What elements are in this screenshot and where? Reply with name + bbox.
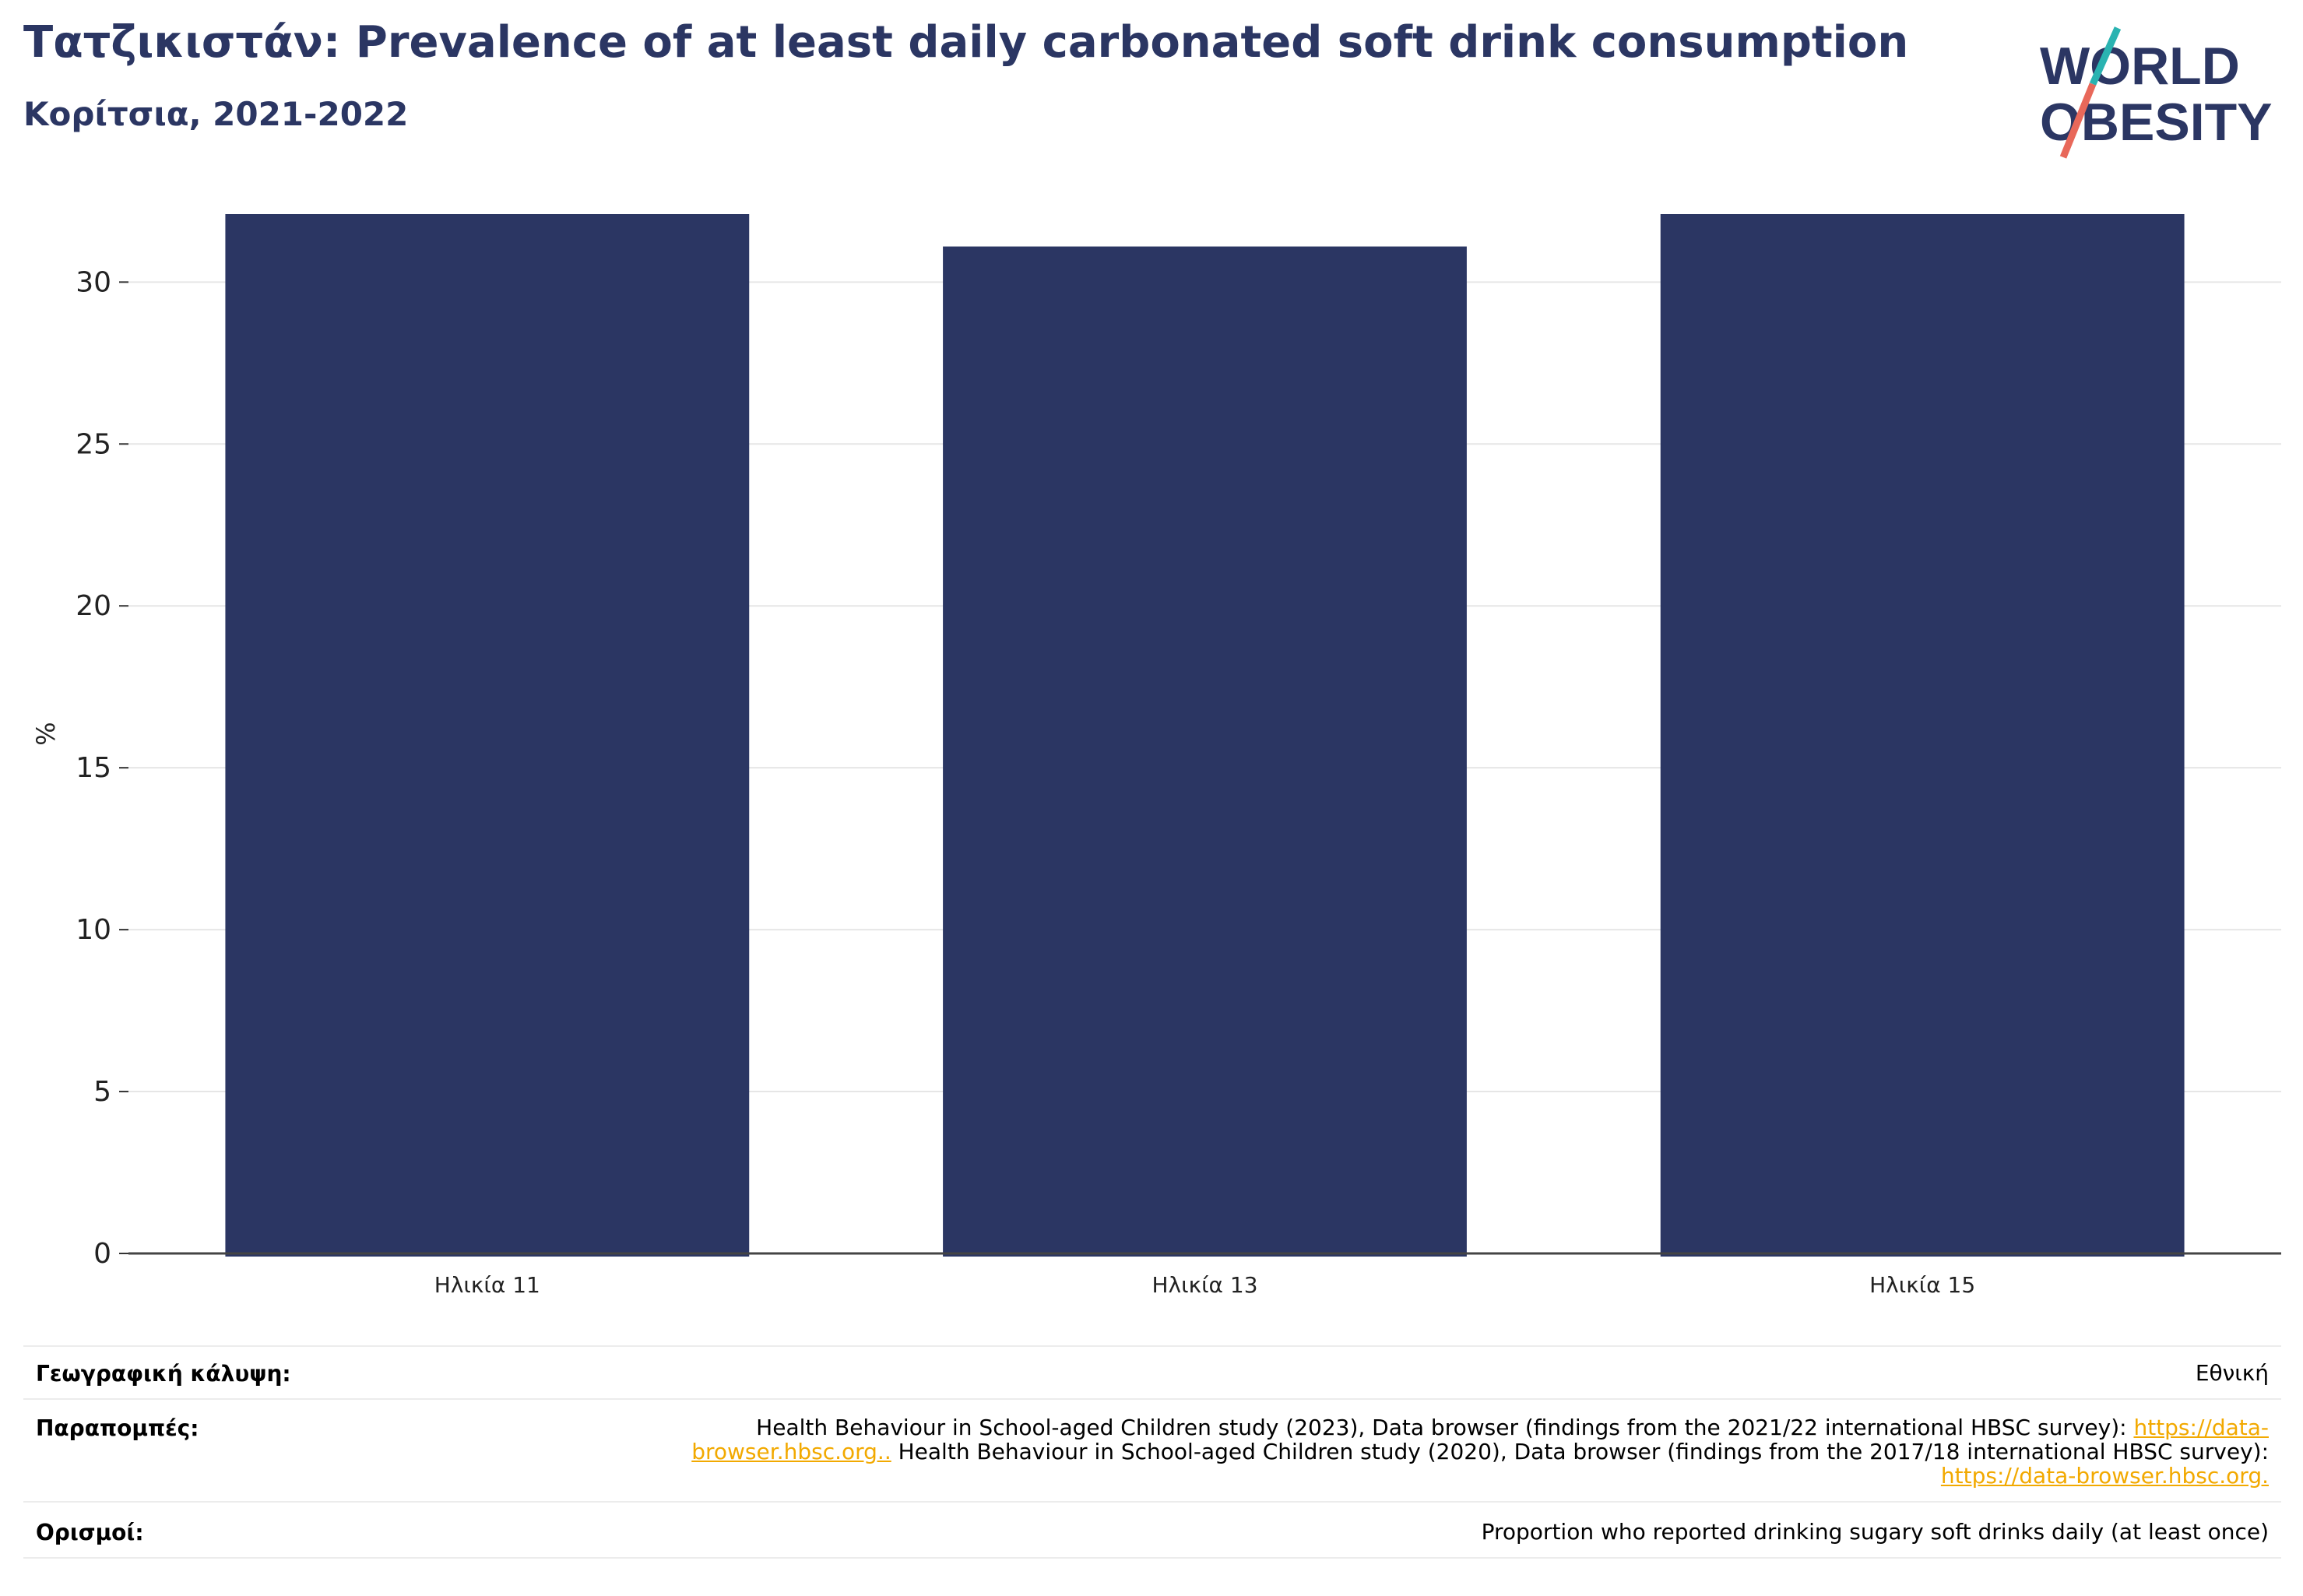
- chart-subtitle: Κορίτσια, 2021-2022: [23, 95, 409, 133]
- coverage-label: Γεωγραφική κάλυψη:: [36, 1361, 291, 1387]
- footer-divider: [23, 1501, 2281, 1503]
- y-tick-label: 20: [76, 590, 111, 622]
- reference-text-1: Health Behaviour in School-aged Children…: [756, 1415, 2134, 1440]
- references-label: Παραπομπές:: [36, 1415, 199, 1441]
- x-tick-label: Ηλικία 11: [434, 1272, 540, 1298]
- x-tick-label: Ηλικία 13: [1152, 1272, 1257, 1298]
- bar-chart: 0 5 10 15 20 25 30% Ηλικία 11 Ηλικία 13 Ηλικία 15: [31, 214, 2281, 1298]
- y-tick-label: 0: [93, 1238, 111, 1270]
- footer-divider: [23, 1345, 2281, 1347]
- y-tick-label: 10: [76, 914, 111, 946]
- references-value: Health Behaviour in School-aged Children…: [634, 1415, 2269, 1488]
- bar: [943, 246, 1467, 1257]
- logo-slash-teal: [2089, 26, 2122, 86]
- y-tick-label: 25: [76, 428, 111, 460]
- reference-link-1[interactable]: https://data-browser.hbsc.org..: [691, 1415, 2269, 1464]
- chart-title: Τατζικιστάν: Prevalence of at least dail…: [23, 17, 1909, 68]
- footer-divider: [23, 1398, 2281, 1400]
- bar: [1660, 214, 2185, 1257]
- definitions-label: Ορισμοί:: [36, 1520, 144, 1545]
- logo-slash-coral: [2059, 83, 2097, 159]
- coverage-value: Εθνική: [2195, 1360, 2269, 1386]
- y-tick-label: 30: [76, 266, 111, 298]
- x-tick-label: Ηλικία 15: [1869, 1272, 1975, 1298]
- y-tick-label: 15: [76, 752, 111, 784]
- y-axis-label: %: [31, 722, 61, 745]
- bar: [225, 214, 750, 1257]
- logo-text-world: WORLD: [2040, 37, 2240, 96]
- footer-divider: [23, 1557, 2281, 1559]
- reference-text-2: Health Behaviour in School-aged Children…: [891, 1439, 2269, 1464]
- definitions-value: Proportion who reported drinking sugary …: [1481, 1519, 2269, 1545]
- reference-link-2[interactable]: https://data-browser.hbsc.org.: [1940, 1463, 2269, 1489]
- world-obesity-logo: WORLD OBESITY: [2040, 26, 2273, 159]
- y-tick-label: 5: [93, 1076, 111, 1108]
